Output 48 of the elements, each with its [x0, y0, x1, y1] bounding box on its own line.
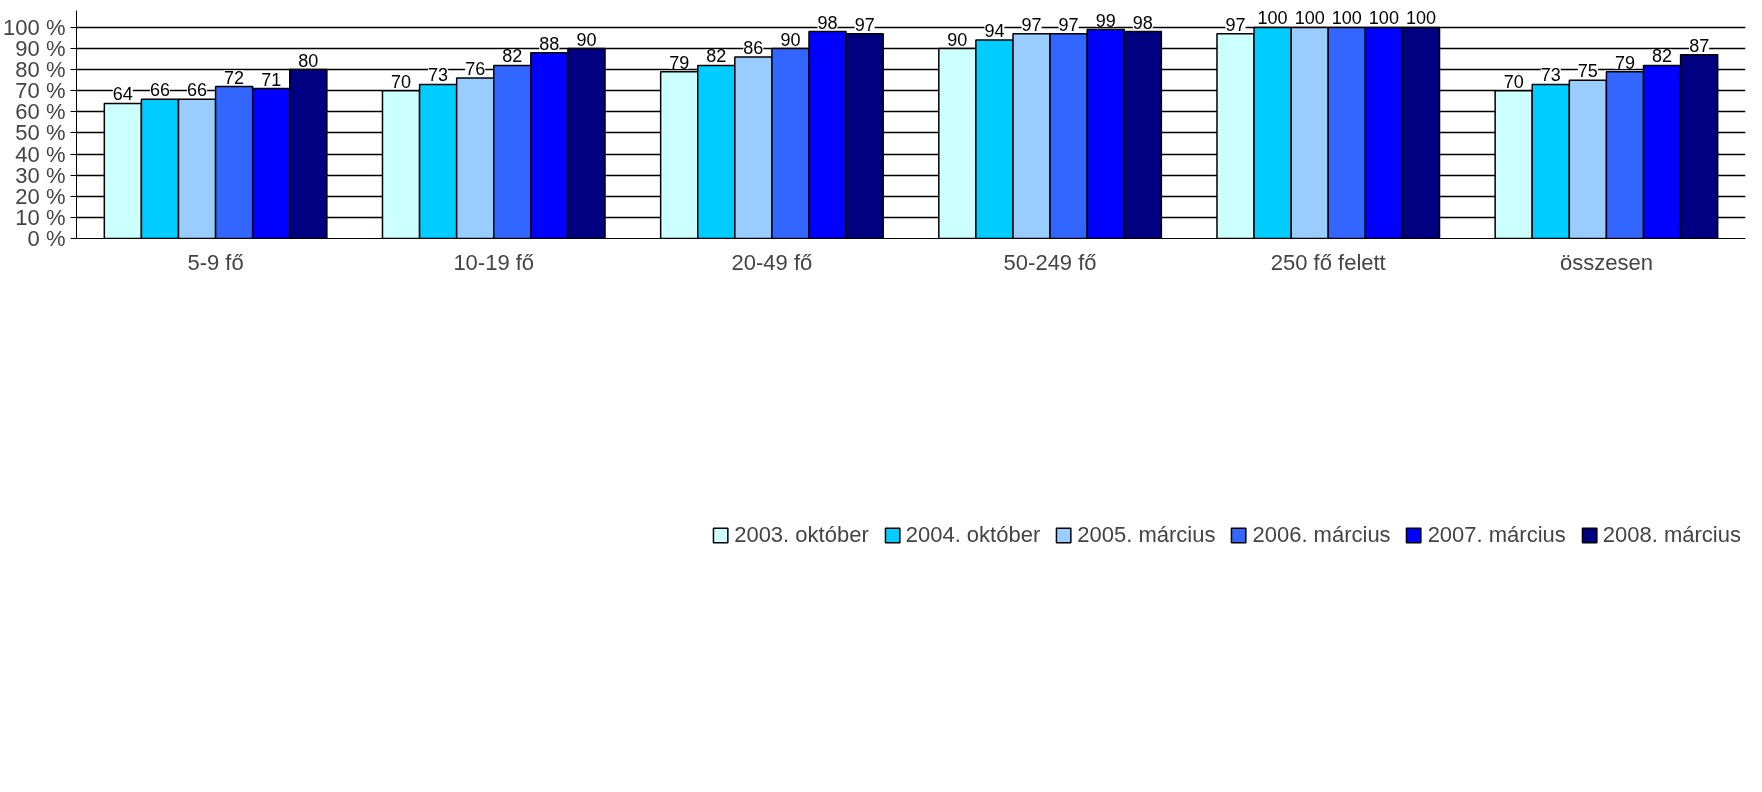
data-label: 94: [984, 21, 1005, 42]
data-label: 70: [391, 71, 412, 92]
data-label: 97: [1225, 14, 1246, 35]
legend-label: 2006. március: [1252, 522, 1391, 548]
data-label: 64: [112, 84, 133, 105]
data-label: 88: [539, 33, 560, 54]
x-tick-label: 50-249 fő: [1003, 249, 1097, 275]
data-label: 72: [224, 67, 245, 88]
data-label: 71: [261, 69, 282, 90]
legend-label: 2007. március: [1427, 522, 1566, 548]
data-label: 99: [1095, 10, 1116, 31]
legend-label: 2008. március: [1602, 522, 1741, 548]
data-label: 82: [1652, 46, 1673, 67]
data-label: 86: [743, 37, 764, 58]
data-label: 76: [465, 59, 486, 80]
data-label: 100: [1257, 8, 1288, 29]
data-label: 97: [854, 14, 875, 35]
data-label: 79: [669, 52, 690, 73]
data-label: 75: [1577, 61, 1598, 82]
data-label: 70: [1503, 71, 1524, 92]
x-tick-label: 5-9 fő: [187, 249, 244, 275]
legend-label: 2004. október: [905, 522, 1041, 548]
data-label: 98: [817, 12, 838, 33]
x-tick-label: 20-49 fő: [731, 249, 813, 275]
data-label: 82: [502, 46, 523, 67]
x-tick-label: 250 fő felett: [1270, 249, 1386, 275]
data-label: 73: [428, 65, 449, 86]
data-label: 82: [706, 46, 727, 67]
data-label: 100: [1405, 8, 1436, 29]
data-label: 90: [576, 29, 597, 50]
legend-label: 2005. március: [1077, 522, 1216, 548]
data-label: 66: [149, 80, 170, 101]
data-label: 98: [1132, 12, 1153, 33]
data-label: 66: [187, 80, 208, 101]
data-label: 73: [1540, 65, 1561, 86]
data-label: 100: [1294, 8, 1325, 29]
data-label: 90: [780, 29, 801, 50]
data-label: 100: [1331, 8, 1362, 29]
x-tick-label: összesen: [1559, 249, 1653, 275]
data-label: 90: [947, 29, 968, 50]
legend-label: 2003. október: [734, 522, 869, 548]
data-label: 80: [298, 50, 319, 71]
data-label: 100: [1368, 8, 1399, 29]
data-label: 87: [1689, 35, 1710, 56]
data-label: 97: [1021, 14, 1042, 35]
data-label: 79: [1614, 52, 1635, 73]
data-label: 97: [1058, 14, 1079, 35]
x-tick-label: 10-19 fő: [453, 249, 535, 275]
